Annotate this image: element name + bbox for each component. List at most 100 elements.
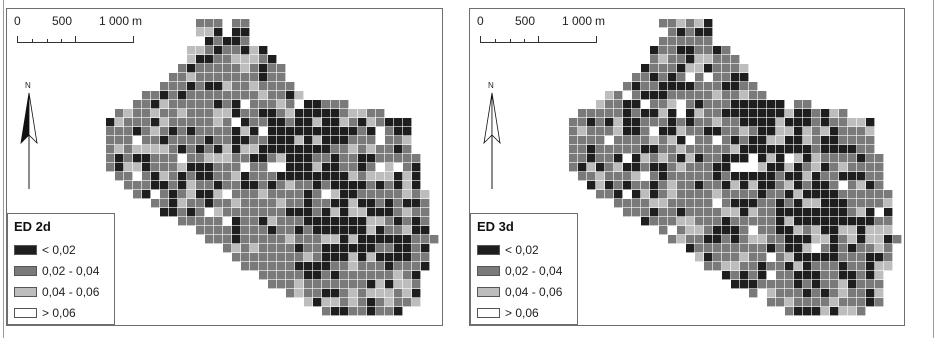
grid-cell [196, 73, 205, 82]
grid-cell [866, 226, 875, 235]
grid-cell [839, 307, 848, 316]
grid-cell [277, 109, 286, 118]
grid-cell [295, 271, 304, 280]
grid-cell [151, 91, 160, 100]
grid-cell [623, 208, 632, 217]
grid-cell [367, 253, 376, 262]
grid-cell [722, 163, 731, 172]
grid-cell [848, 253, 857, 262]
grid-cell [686, 109, 695, 118]
grid-cell [740, 271, 749, 280]
grid-cell [367, 226, 376, 235]
grid-cell [187, 100, 196, 109]
grid-cell [803, 226, 812, 235]
grid-cell [857, 208, 866, 217]
grid-cell [776, 163, 785, 172]
grid-cell [268, 100, 277, 109]
grid-cell [403, 163, 412, 172]
grid-cell [830, 172, 839, 181]
grid-cell [394, 118, 403, 127]
grid-cell [632, 82, 641, 91]
grid-cell [821, 145, 830, 154]
grid-cell [268, 262, 277, 271]
grid-cell [866, 289, 875, 298]
grid-cell [641, 64, 650, 73]
grid-cell [124, 127, 133, 136]
grid-cell [704, 73, 713, 82]
grid-cell [785, 100, 794, 109]
grid-cell [794, 253, 803, 262]
grid-cell [286, 82, 295, 91]
legend-item: > 0,06 [14, 305, 76, 321]
grid-cell [758, 190, 767, 199]
grid-cell [385, 172, 394, 181]
grid-cell [650, 82, 659, 91]
grid-cell [277, 100, 286, 109]
grid-cell [124, 118, 133, 127]
grid-cell [268, 145, 277, 154]
grid-cell [686, 100, 695, 109]
grid-cell [776, 244, 785, 253]
grid-cell [304, 199, 313, 208]
grid-cell [358, 190, 367, 199]
grid-cell [848, 163, 857, 172]
grid-cell [313, 226, 322, 235]
grid-cell [857, 118, 866, 127]
grid-cell [277, 190, 286, 199]
grid-cell [749, 100, 758, 109]
grid-cell [731, 73, 740, 82]
grid-cell [295, 145, 304, 154]
grid-cell [241, 208, 250, 217]
grid-cell [866, 145, 875, 154]
grid-cell [223, 145, 232, 154]
grid-cell [241, 118, 250, 127]
grid-cell [205, 118, 214, 127]
grid-cell [704, 19, 713, 28]
grid-cell [668, 73, 677, 82]
grid-cell [767, 253, 776, 262]
north-letter: N [25, 81, 31, 90]
grid-cell [106, 145, 115, 154]
grid-cell [214, 181, 223, 190]
divider-left [3, 0, 4, 338]
grid-cell [605, 172, 614, 181]
grid-cell [758, 91, 767, 100]
grid-cell [151, 100, 160, 109]
grid-cell [857, 190, 866, 199]
grid-cell [304, 208, 313, 217]
grid-cell [884, 253, 893, 262]
grid-cell [349, 217, 358, 226]
grid-cell [223, 91, 232, 100]
grid-cell [776, 280, 785, 289]
grid-cell [695, 145, 704, 154]
grid-cell [385, 190, 394, 199]
grid-cell [376, 307, 385, 316]
grid-cell [223, 154, 232, 163]
grid-cell [713, 118, 722, 127]
grid-cell [641, 136, 650, 145]
grid-cell [250, 46, 259, 55]
grid-cell [169, 118, 178, 127]
grid-cell [340, 271, 349, 280]
grid-cell [758, 163, 767, 172]
grid-cell [232, 244, 241, 253]
grid-cell [614, 181, 623, 190]
grid-cell [403, 217, 412, 226]
grid-cell [241, 136, 250, 145]
grid-cell [650, 91, 659, 100]
grid-cell [142, 136, 151, 145]
grid-cell [632, 190, 641, 199]
grid-cell [569, 154, 578, 163]
grid-cell [848, 235, 857, 244]
grid-cell [740, 217, 749, 226]
grid-cell [866, 181, 875, 190]
grid-cell [394, 298, 403, 307]
grid-cell [187, 127, 196, 136]
legend-title: ED 3d [477, 219, 514, 234]
grid-cell [812, 154, 821, 163]
grid-cell [812, 199, 821, 208]
grid-cell [812, 190, 821, 199]
grid-cell [331, 100, 340, 109]
grid-cell [214, 163, 223, 172]
grid-cell [196, 46, 205, 55]
